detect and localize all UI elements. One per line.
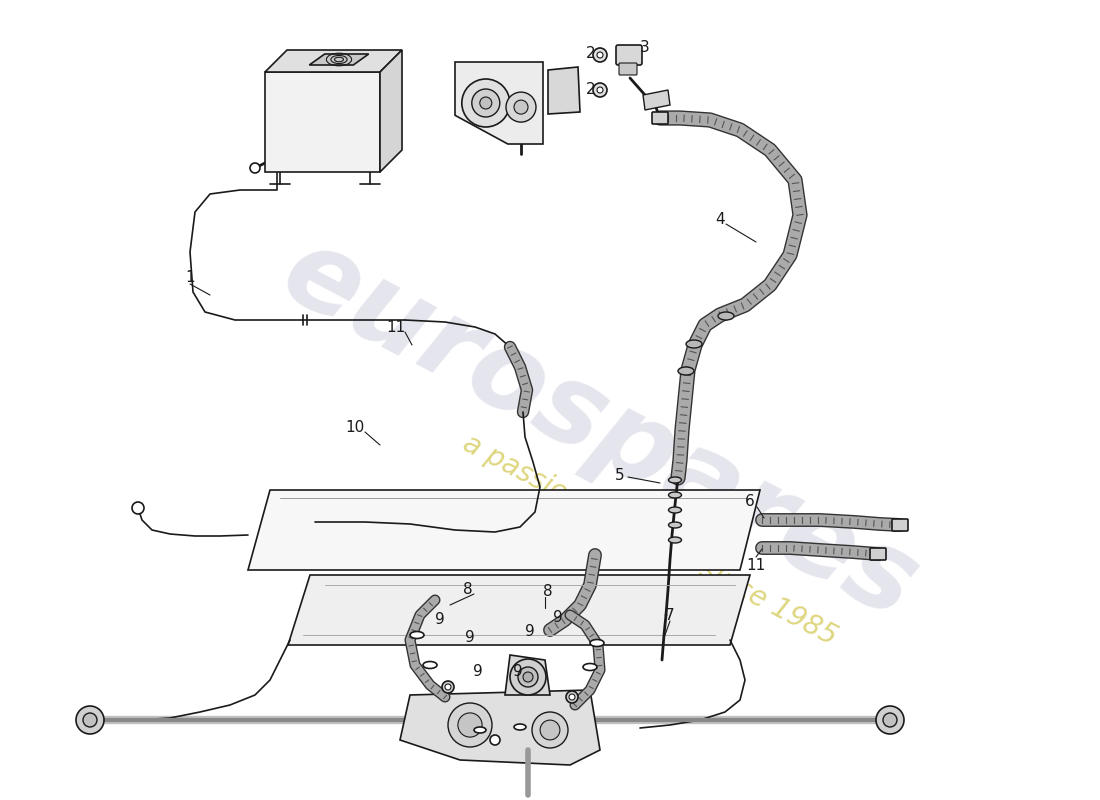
Circle shape (446, 684, 451, 690)
Text: 11: 11 (747, 558, 766, 573)
Circle shape (597, 52, 603, 58)
Text: 9: 9 (553, 610, 563, 626)
Circle shape (458, 713, 482, 737)
Polygon shape (379, 50, 401, 172)
Ellipse shape (718, 312, 734, 320)
Text: 9: 9 (513, 665, 522, 679)
Circle shape (480, 97, 492, 109)
Circle shape (569, 694, 575, 700)
Polygon shape (505, 655, 550, 695)
Text: 8: 8 (463, 582, 473, 598)
Ellipse shape (669, 507, 682, 513)
Circle shape (76, 706, 104, 734)
Text: 11: 11 (386, 321, 406, 335)
Polygon shape (400, 690, 600, 765)
Ellipse shape (474, 727, 486, 733)
Circle shape (518, 667, 538, 687)
Circle shape (540, 720, 560, 740)
Ellipse shape (583, 663, 597, 670)
Text: 9: 9 (436, 613, 444, 627)
Ellipse shape (514, 724, 526, 730)
FancyBboxPatch shape (619, 63, 637, 75)
Text: 4: 4 (715, 213, 725, 227)
Circle shape (506, 92, 536, 122)
Circle shape (876, 706, 904, 734)
Ellipse shape (686, 340, 702, 348)
Polygon shape (288, 575, 750, 645)
Text: 7: 7 (666, 607, 674, 622)
Ellipse shape (678, 367, 694, 375)
Text: 9: 9 (465, 630, 475, 646)
Text: eurospares: eurospares (265, 218, 935, 642)
FancyBboxPatch shape (616, 45, 642, 65)
Ellipse shape (669, 537, 682, 543)
Ellipse shape (669, 522, 682, 528)
FancyBboxPatch shape (892, 519, 907, 531)
Circle shape (514, 100, 528, 114)
Circle shape (522, 672, 534, 682)
Ellipse shape (590, 639, 604, 646)
Text: 9: 9 (473, 665, 483, 679)
Polygon shape (265, 72, 379, 172)
Circle shape (593, 48, 607, 62)
Circle shape (883, 713, 896, 727)
Circle shape (593, 83, 607, 97)
Circle shape (597, 87, 603, 93)
Circle shape (250, 163, 260, 173)
FancyBboxPatch shape (652, 112, 668, 124)
Polygon shape (644, 90, 670, 110)
Text: 2: 2 (586, 46, 596, 61)
Circle shape (442, 681, 454, 693)
FancyBboxPatch shape (870, 548, 886, 560)
Text: 5: 5 (615, 467, 625, 482)
Circle shape (510, 659, 546, 695)
Text: 1: 1 (185, 270, 195, 286)
Ellipse shape (410, 631, 424, 638)
Polygon shape (455, 62, 543, 144)
Polygon shape (248, 490, 760, 570)
Circle shape (132, 502, 144, 514)
Text: 8: 8 (543, 585, 553, 599)
Ellipse shape (669, 492, 682, 498)
Circle shape (566, 691, 578, 703)
Polygon shape (309, 54, 368, 65)
Text: 9: 9 (525, 625, 535, 639)
Text: 3: 3 (640, 41, 650, 55)
Circle shape (448, 703, 492, 747)
Text: 2: 2 (586, 82, 596, 97)
Ellipse shape (424, 662, 437, 669)
Text: 6: 6 (745, 494, 755, 510)
Text: a passion for parts since 1985: a passion for parts since 1985 (459, 429, 842, 651)
Circle shape (472, 89, 499, 117)
Circle shape (462, 79, 509, 127)
Polygon shape (548, 67, 580, 114)
Polygon shape (265, 50, 402, 72)
Circle shape (490, 735, 500, 745)
Text: 10: 10 (345, 421, 364, 435)
Circle shape (82, 713, 97, 727)
Circle shape (532, 712, 568, 748)
Ellipse shape (669, 477, 682, 483)
